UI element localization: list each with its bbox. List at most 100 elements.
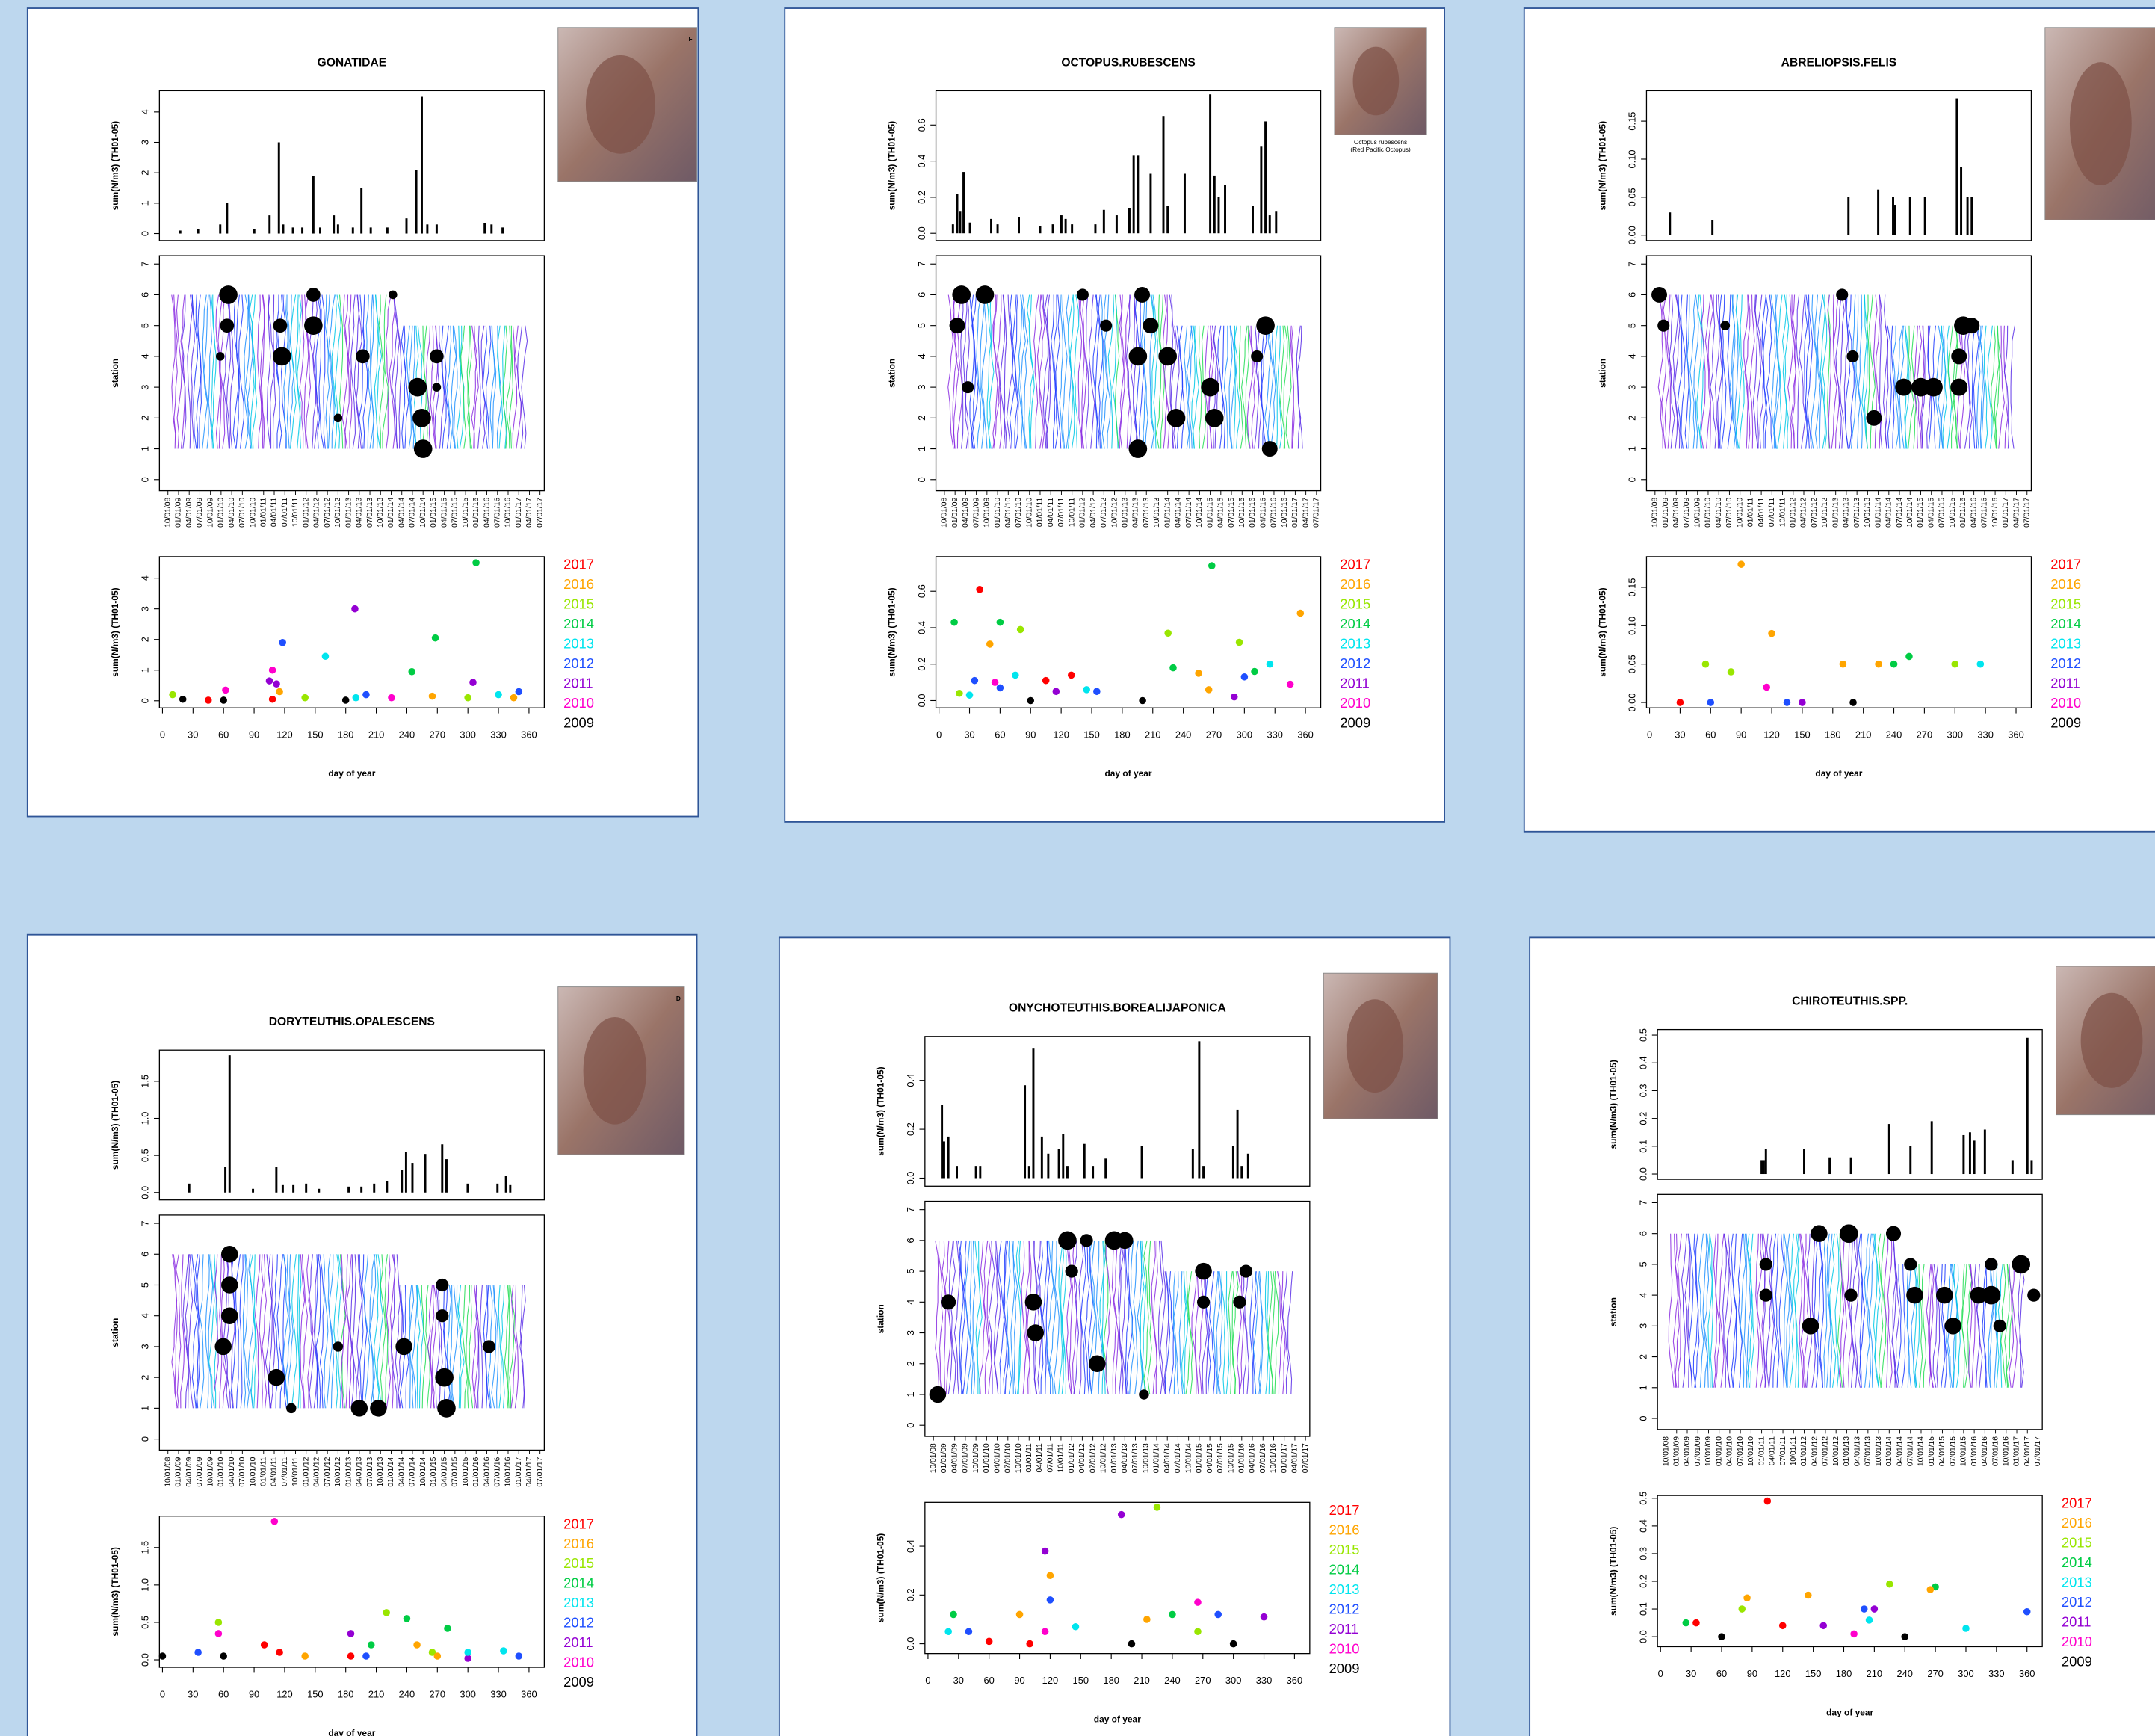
contour-line [210, 294, 215, 449]
bubble [356, 349, 370, 364]
contour-line [1191, 1271, 1198, 1394]
y-tick-label: 7 [1627, 262, 1638, 267]
x-tick-label: 10/01/16 [504, 498, 513, 528]
x-tick-label: 04/01/15 [1927, 498, 1935, 528]
contour-line [416, 1285, 421, 1409]
x-tick-label: 04/01/10 [993, 1443, 1001, 1473]
x-tick-label: 04/01/11 [1769, 1436, 1777, 1466]
contour-line [1184, 325, 1190, 449]
x-tick-label: 01/01/10 [1715, 1436, 1723, 1466]
contour-line [356, 1254, 363, 1409]
contour-line [497, 325, 504, 449]
bar [291, 227, 294, 234]
photo-caption: (Red Pacific Octopus) [1350, 146, 1411, 153]
y-tick-label: 3 [916, 385, 927, 390]
bubble [1139, 1389, 1149, 1400]
x-tick-label: 240 [1897, 1668, 1913, 1679]
bubble [1951, 348, 1967, 365]
photo-caption: Octopus rubescens [1354, 139, 1407, 146]
x-tick-label: 07/01/15 [451, 498, 460, 528]
contour-line [451, 325, 457, 449]
point [1230, 693, 1238, 701]
contour-line [315, 1254, 321, 1409]
x-tick-label: 150 [1794, 729, 1810, 741]
contour-line [361, 1254, 368, 1409]
x-tick-label: 10/01/11 [1778, 498, 1787, 528]
contour-line [1983, 1264, 1988, 1388]
x-tick-label: 30 [1675, 729, 1685, 741]
bar [1828, 1157, 1831, 1175]
contour-line [1014, 294, 1019, 449]
point [1169, 664, 1177, 672]
point [341, 696, 350, 704]
specimen-body [1352, 46, 1400, 116]
point [268, 666, 276, 674]
legend-entry: 2013 [1340, 635, 1370, 651]
contour-line [187, 294, 194, 449]
x-tick-label: 30 [964, 729, 974, 741]
scatter-chart: 0.0 0.5 1.0 1.5 sum(N/m3) (TH01-05) 0 30 60 90 12… [110, 1516, 594, 1736]
bubble [412, 409, 431, 427]
x-tick-label: 07/01/14 [1896, 498, 1904, 528]
bubble [286, 1403, 297, 1414]
contour-line [1768, 1233, 1775, 1388]
x-tick-label: 04/01/11 [1757, 498, 1766, 528]
plot-frame [935, 556, 1322, 708]
contour-line [1784, 294, 1790, 449]
x-tick-label: 04/01/17 [1302, 498, 1310, 528]
contour-line [295, 294, 301, 449]
point [464, 1655, 471, 1662]
contour-line [1125, 1240, 1130, 1394]
bubble [2027, 1288, 2041, 1302]
x-tick-label: 01/01/12 [1079, 498, 1087, 528]
contour-line [1125, 294, 1131, 449]
x-tick-label: 360 [1287, 1675, 1302, 1686]
x-tick-label: 04/01/16 [1259, 498, 1267, 528]
bar [1213, 175, 1216, 234]
point [515, 1652, 523, 1660]
contour-line [1822, 294, 1828, 449]
bar [1183, 173, 1186, 234]
contour-line [1737, 1233, 1743, 1388]
bubble [1924, 377, 1943, 397]
y-axis-label: sum(N/m3) (TH01-05) [110, 1547, 120, 1636]
contour-line [1989, 1264, 1994, 1388]
contour-line [477, 325, 482, 449]
contour-line [1746, 1233, 1751, 1388]
bar [411, 1163, 414, 1193]
contour-line [208, 294, 212, 449]
bubble [1759, 1258, 1772, 1271]
contour-line [235, 294, 240, 449]
contour-line [1947, 325, 1954, 449]
contour-line [1009, 294, 1015, 449]
y-tick-label: 4 [1627, 353, 1638, 359]
contour-line [382, 294, 389, 449]
bar [1040, 1136, 1043, 1179]
y-tick-label: 0.6 [916, 584, 927, 598]
contour-line [1787, 1233, 1793, 1388]
contour-line [1941, 1264, 1947, 1388]
y-tick-label: 0.00 [1627, 226, 1638, 244]
contour-line [1838, 1233, 1845, 1388]
contour-line [2003, 325, 2009, 449]
contour-line [1800, 1233, 1805, 1388]
x-tick-label: 07/01/16 [493, 1457, 501, 1486]
x-tick-label: 01/01/12 [302, 498, 310, 528]
x-tick-label: 210 [1145, 729, 1160, 741]
contour-line [1935, 1264, 1941, 1388]
x-tick-label: 10/01/09 [1693, 498, 1701, 528]
x-tick-label: 10/01/09 [206, 498, 214, 528]
x-tick-label: 10/01/13 [1864, 498, 1872, 528]
x-tick-label: 04/01/13 [356, 498, 364, 528]
y-axis-label: sum(N/m3) (TH01-05) [110, 1081, 120, 1170]
point [222, 686, 229, 694]
bar [404, 1152, 407, 1193]
y-tick-label: 7 [140, 262, 151, 267]
x-tick-label: 10/01/09 [206, 1457, 214, 1486]
contour-line [1749, 1233, 1755, 1388]
point [383, 1609, 390, 1616]
bubble [1100, 319, 1113, 332]
contour-line [359, 294, 365, 449]
plot-frame [924, 1200, 1311, 1437]
contour-line [397, 325, 402, 449]
